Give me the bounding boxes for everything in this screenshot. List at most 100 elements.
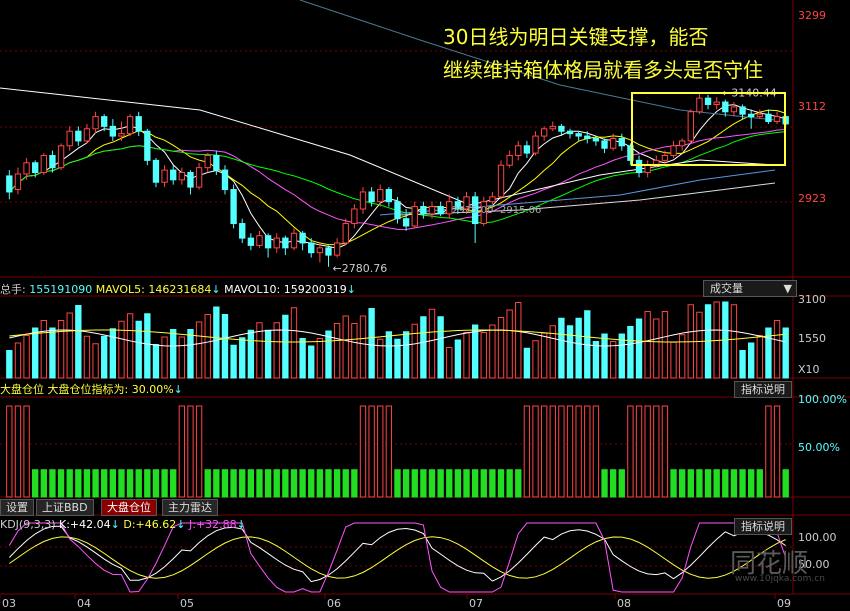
volume-bar	[49, 327, 56, 379]
kdj-d-line	[9, 536, 786, 579]
position-bar	[765, 405, 772, 498]
tab-bbd[interactable]: 上证BBD	[36, 499, 94, 516]
position-bar	[49, 469, 56, 498]
candle-body	[57, 145, 65, 169]
kdj-j-value: +32.88	[195, 518, 237, 531]
x-axis-label: 08	[617, 597, 631, 610]
volume-bar	[696, 311, 703, 379]
position-bar	[187, 405, 194, 498]
position-bar	[40, 469, 47, 498]
candle-body	[773, 116, 781, 122]
volume-bar	[299, 338, 306, 379]
candle-body	[609, 138, 617, 149]
volume-bar	[6, 350, 13, 379]
tab-position[interactable]: 大盘仓位	[101, 499, 157, 516]
volume-bar	[57, 320, 65, 379]
volume-header: 总手: 155191090 MAVOL5: 146231684↓ MAVOL10…	[0, 281, 356, 297]
candle-body	[532, 135, 539, 154]
position-bar	[83, 469, 91, 498]
position-bar	[627, 405, 634, 498]
down-arrow-icon: ↓	[173, 383, 183, 396]
volume-bar	[230, 344, 237, 379]
position-bar	[463, 469, 470, 498]
candle-body	[282, 237, 289, 249]
candle-body	[678, 140, 686, 147]
mavol5-value: 146231684	[148, 283, 212, 296]
candle-body	[756, 113, 763, 118]
volume-bar	[290, 307, 298, 379]
volume-bar	[118, 320, 125, 379]
kdj-header: KDJ(9,3,3) K:+42.04↓ D:+46.62↓ J:+32.88↓	[0, 518, 246, 531]
position-bar	[92, 469, 99, 498]
position-bar	[359, 405, 367, 498]
volume-bar	[730, 304, 738, 379]
kdj-tick: 50.00	[798, 558, 830, 571]
position-bar	[566, 405, 574, 498]
kdj-explain-button[interactable]: 指标说明	[734, 518, 792, 535]
indicator-explain-button[interactable]: 指标说明	[734, 381, 792, 398]
position-bar	[713, 469, 720, 498]
position-bar	[704, 469, 712, 498]
candle-body	[342, 223, 349, 244]
position-bar	[454, 469, 462, 498]
position-bar	[152, 469, 160, 498]
volume-tick: 1550	[798, 332, 826, 345]
candle-body	[316, 247, 324, 254]
candle-body	[351, 208, 358, 225]
position-bar	[678, 469, 686, 498]
position-bar	[75, 469, 82, 498]
position-bar	[333, 469, 341, 498]
position-bar	[644, 405, 651, 498]
candle-body	[506, 155, 513, 166]
tab-settings[interactable]: 设置	[0, 499, 34, 516]
volume-bar	[14, 342, 22, 379]
volume-bar	[178, 336, 186, 379]
position-bar	[428, 469, 436, 498]
position-bar	[437, 469, 444, 498]
candle-body	[489, 196, 496, 203]
position-bar	[446, 469, 453, 498]
volume-bar	[644, 311, 651, 379]
volume-bar	[359, 315, 367, 379]
candle-body	[377, 189, 384, 203]
volume-bar	[471, 324, 479, 379]
volume-bar	[135, 320, 142, 379]
candle-body	[325, 247, 332, 256]
position-bar	[653, 405, 660, 498]
position-bar	[144, 469, 151, 498]
candle-body	[523, 145, 531, 154]
candle-body	[264, 235, 272, 249]
kdj-k-value: +42.04	[69, 518, 111, 531]
tab-radar[interactable]: 主力雷达	[162, 499, 218, 516]
position-bar	[730, 469, 738, 498]
candle-body	[644, 164, 651, 174]
kdj-d-label: D:	[123, 518, 136, 531]
candle-body	[144, 130, 151, 161]
candle-body	[359, 191, 367, 210]
volume-bar	[446, 347, 453, 379]
down-arrow-icon: ↓	[236, 518, 246, 531]
position-bar	[256, 469, 263, 498]
volume-bar	[40, 320, 47, 379]
position-bar	[221, 469, 229, 498]
candle-body	[463, 196, 470, 210]
candle-body	[730, 106, 738, 113]
mid-annotation-1: 2915.00	[452, 205, 493, 216]
annotation-line-1: 30日线为明日关键支撑，能否	[443, 25, 709, 49]
position-bar	[489, 469, 496, 498]
volume-selector[interactable]: 成交量 ▼	[703, 280, 797, 297]
position-bar	[687, 469, 694, 498]
position-bar	[247, 469, 255, 498]
position-bar	[471, 469, 479, 498]
annotation-line-2: 继续维持箱体格局就看多头是否守住	[443, 58, 763, 82]
position-bar	[722, 469, 729, 498]
volume-bar	[497, 317, 505, 379]
position-tick: 100.00%	[798, 393, 847, 406]
candle-body	[14, 173, 22, 191]
volume-bar	[83, 335, 91, 379]
down-arrow-icon: ↓	[346, 283, 356, 296]
volume-total-label: 总手:	[0, 283, 26, 296]
volume-bar	[152, 344, 160, 379]
volume-bar	[532, 340, 539, 379]
